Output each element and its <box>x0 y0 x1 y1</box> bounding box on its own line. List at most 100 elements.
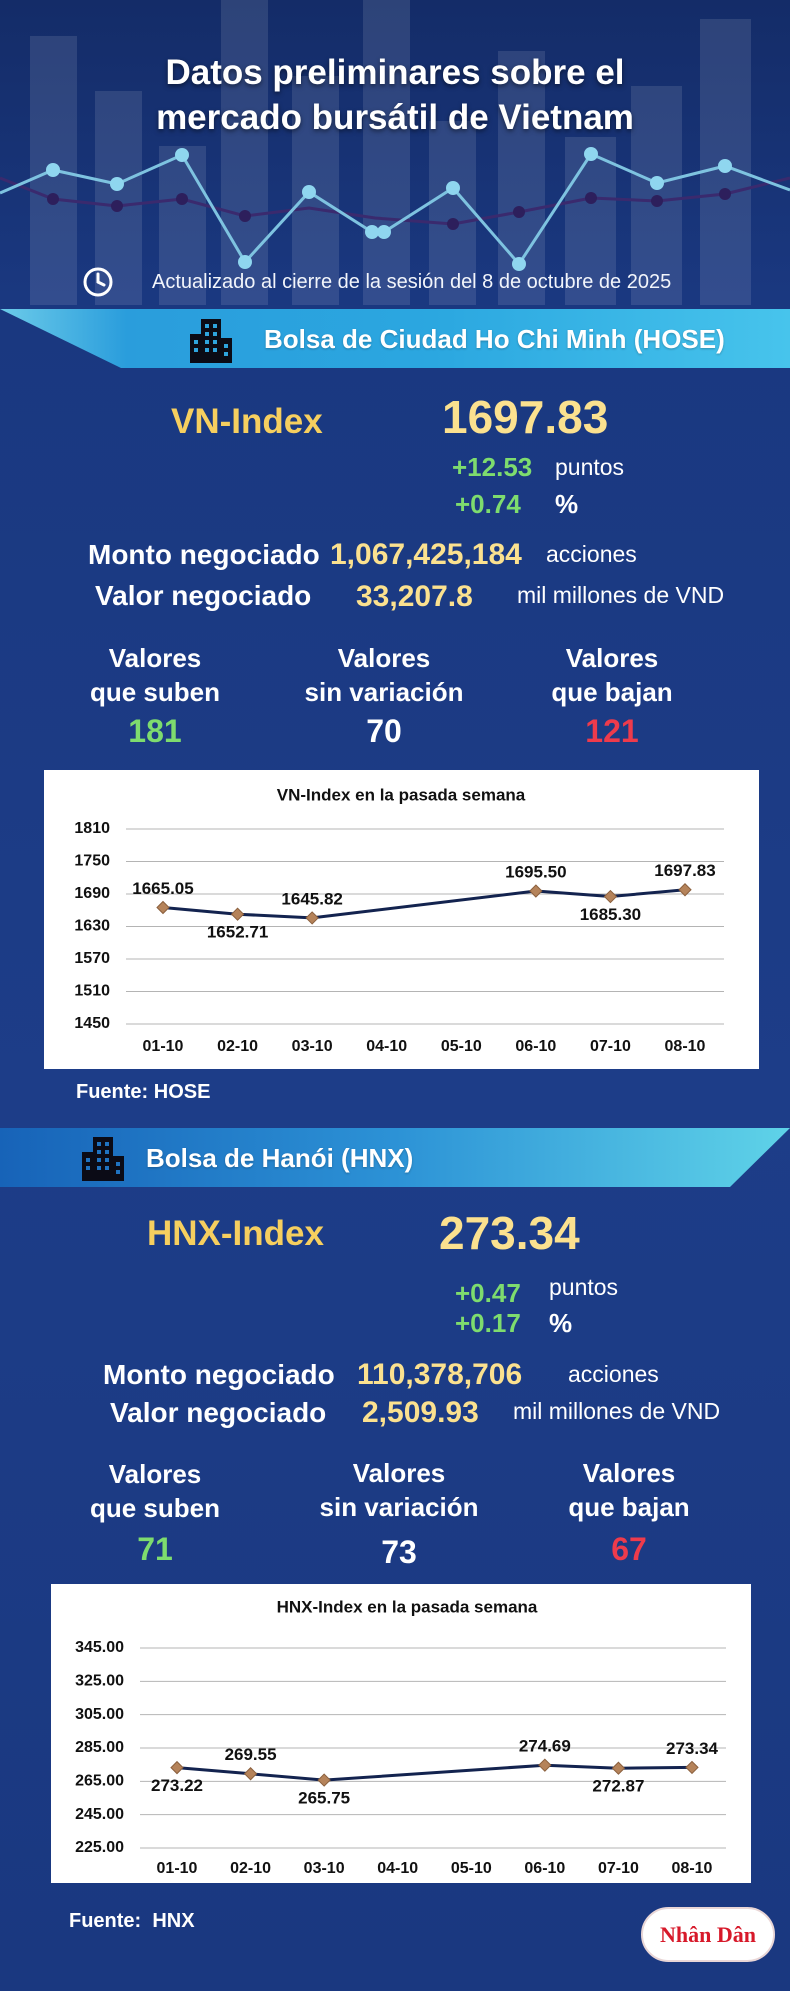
y-tick-label: 285.00 <box>75 1739 124 1756</box>
hnx-value-value: 2,509.93 <box>362 1396 479 1429</box>
chart-title: HNX-Index en la pasada semana <box>277 1597 538 1616</box>
chart-title: VN-Index en la pasada semana <box>277 785 526 804</box>
hose-value-value: 33,207.8 <box>356 580 473 613</box>
hose-volume-label: Monto negociado <box>88 539 320 570</box>
vn-index-chart-svg: VN-Index en la pasada semana 1810 1750 169… <box>74 785 724 1055</box>
data-point-marker <box>529 884 543 898</box>
hnx-percent-unit: % <box>549 1308 573 1338</box>
hnx-points-unit: puntos <box>549 1274 619 1300</box>
vn-points-unit: puntos <box>555 454 625 480</box>
y-tick-label: 1810 <box>74 820 110 837</box>
hnx-banner-title: Bolsa de Hanói (HNX) <box>146 1143 414 1173</box>
decorative-line-dark <box>0 176 790 230</box>
data-point-marker <box>230 907 245 921</box>
decliners-label-1: Valores <box>565 643 659 673</box>
data-point-marker <box>156 900 170 915</box>
data-label: 273.22 <box>151 1776 203 1795</box>
y-tick-label: 1570 <box>74 950 110 967</box>
x-tick-label: 08-10 <box>672 1860 713 1877</box>
vn-index-chart: VN-Index en la pasada semana 1810 1750 169… <box>44 770 759 1069</box>
data-label: 1665.05 <box>132 879 193 898</box>
header-decoration <box>0 0 790 305</box>
data-label: 273.34 <box>666 1739 719 1758</box>
data-label: 265.75 <box>298 1789 350 1808</box>
updated-timestamp: Actualizado al cierre de la sesión del 8… <box>152 271 672 293</box>
x-tick-label: 08-10 <box>665 1038 706 1055</box>
x-tick-label: 07-10 <box>598 1860 639 1877</box>
data-point-marker <box>611 1761 626 1775</box>
advancers-label-1: Valores <box>108 1459 202 1489</box>
hnx-index-value: 273.34 <box>439 1207 580 1259</box>
hnx-volume-value: 110,378,706 <box>357 1358 523 1391</box>
advancers-label-2: que suben <box>89 1493 220 1523</box>
advancers-count: 181 <box>128 713 182 749</box>
building-icon <box>82 1137 124 1181</box>
unchanged-count: 70 <box>366 713 402 749</box>
hose-volume-unit: acciones <box>546 541 637 567</box>
unchanged-label-1: Valores <box>352 1458 446 1488</box>
hnx-value-label: Valor negociado <box>110 1397 327 1428</box>
page-title-line-2: mercado bursátil de Vietnam <box>156 98 634 137</box>
data-point-marker <box>170 1760 184 1775</box>
y-tick-label: 1750 <box>74 853 110 870</box>
y-tick-label: 245.00 <box>75 1806 124 1823</box>
x-tick-label: 03-10 <box>304 1860 345 1877</box>
x-tick-label: 06-10 <box>524 1860 565 1877</box>
hose-source: Fuente: HOSE <box>76 1081 211 1103</box>
decliners-count: 67 <box>611 1531 647 1567</box>
hnx-index-chart: HNX-Index en la pasada semana 345.00 325.… <box>51 1584 751 1883</box>
y-tick-label: 325.00 <box>75 1673 124 1690</box>
vn-index-value: 1697.83 <box>442 391 609 443</box>
hnx-index-label: HNX-Index <box>147 1214 324 1253</box>
hose-value-unit: mil millones de VND <box>517 582 725 608</box>
hnx-index-chart-svg: HNX-Index en la pasada semana 345.00 325.… <box>75 1597 726 1877</box>
hnx-banner <box>0 1128 790 1187</box>
logo-text: Nhân Dân <box>660 1921 756 1947</box>
decliners-label-2: que bajan <box>568 1492 690 1522</box>
series-line <box>162 888 686 920</box>
data-label: 1685.30 <box>580 905 641 924</box>
x-tick-label: 04-10 <box>377 1860 418 1877</box>
hnx-change-points: +0.47 <box>455 1278 521 1308</box>
hnx-volume-label: Monto negociado <box>103 1359 335 1390</box>
y-tick-label: 225.00 <box>75 1839 124 1856</box>
data-label: 1645.82 <box>281 889 342 908</box>
gridlines <box>126 828 724 1025</box>
decorative-bars <box>30 0 751 305</box>
vn-change-percent: +0.74 <box>455 489 521 519</box>
vn-index-label: VN-Index <box>171 402 323 441</box>
decliners-label-2: que bajan <box>551 677 673 707</box>
data-point-marker <box>305 911 319 925</box>
vn-percent-unit: % <box>555 489 579 519</box>
hnx-volume-unit: acciones <box>568 1361 659 1387</box>
series-line <box>176 1763 693 1782</box>
advancers-label-1: Valores <box>108 643 202 673</box>
data-label: 274.69 <box>519 1737 571 1756</box>
clock-icon <box>83 267 113 297</box>
hose-banner-title: Bolsa de Ciudad Ho Chi Minh (HOSE) <box>264 324 725 354</box>
hnx-change-percent: +0.17 <box>455 1308 521 1338</box>
x-tick-label: 07-10 <box>590 1038 631 1055</box>
hnx-value-unit: mil millones de VND <box>513 1398 721 1424</box>
x-tick-label: 05-10 <box>451 1860 492 1877</box>
y-tick-label: 1630 <box>74 918 110 935</box>
data-point-marker <box>685 1760 699 1775</box>
building-icon <box>190 319 232 363</box>
data-point-marker <box>603 889 618 904</box>
data-label: 1695.50 <box>505 863 566 882</box>
data-label: 272.87 <box>592 1777 644 1796</box>
x-tick-label: 06-10 <box>515 1038 556 1055</box>
decorative-line-light <box>0 147 790 271</box>
page-title-line-1: Datos preliminares sobre el <box>165 53 625 92</box>
data-point-marker <box>317 1773 331 1787</box>
hnx-source: Fuente: HNX <box>69 1910 195 1932</box>
data-label: 1697.83 <box>654 861 715 880</box>
x-tick-label: 04-10 <box>366 1038 407 1055</box>
data-point-marker <box>538 1758 552 1772</box>
y-tick-label: 265.00 <box>75 1773 124 1790</box>
x-tick-label: 03-10 <box>292 1038 333 1055</box>
x-tick-label: 01-10 <box>157 1860 198 1877</box>
hose-value-label: Valor negociado <box>95 580 312 611</box>
x-tick-label: 02-10 <box>217 1038 258 1055</box>
y-tick-label: 1450 <box>74 1015 110 1032</box>
